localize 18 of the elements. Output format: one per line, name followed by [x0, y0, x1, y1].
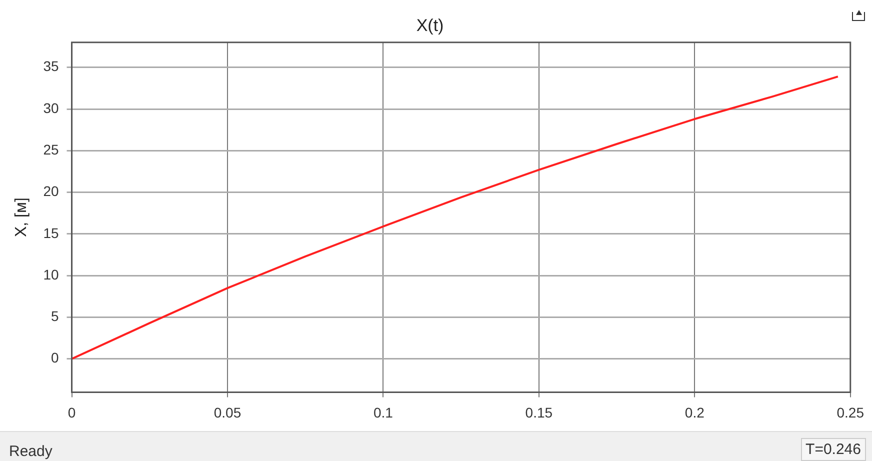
y-axis-title: X, [м] [13, 198, 30, 238]
x-tick-label: 0 [68, 404, 76, 420]
y-tick-label: 35 [43, 58, 59, 74]
y-tick-label: 10 [43, 266, 59, 282]
chart-title: X(t) [416, 16, 444, 35]
y-tick-label: 15 [43, 224, 59, 241]
x-tick-label: 0.1 [373, 404, 394, 420]
x-tick-label: 0.15 [525, 404, 553, 420]
y-tick-label: 0 [50, 350, 59, 366]
y-tick-label: 30 [43, 100, 59, 116]
text: Ready [9, 443, 52, 460]
x-tick-label: 0.25 [836, 404, 864, 420]
x-tick-label: 0.05 [214, 404, 242, 420]
y-tick-label: 25 [43, 142, 59, 158]
x-tick-label: 0.2 [684, 404, 705, 420]
y-tick-label: 5 [50, 308, 59, 324]
text: T=0.246 [800, 438, 866, 461]
y-tick-label: 20 [43, 183, 59, 200]
